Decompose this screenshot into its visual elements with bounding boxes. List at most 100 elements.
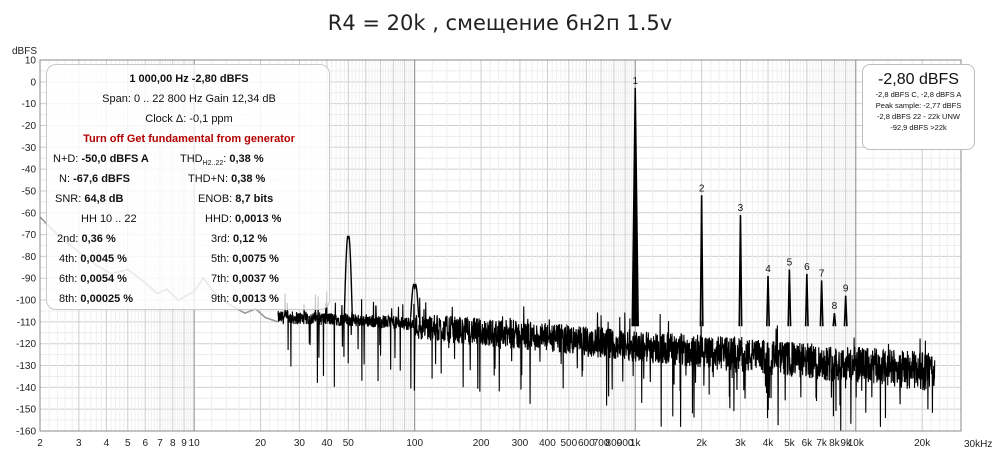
x-tick-label: 900 <box>617 438 634 449</box>
y-tick-label: -150 <box>16 405 36 416</box>
harmonic-label: 9 <box>843 284 849 295</box>
enob-label: ENOB: <box>198 193 233 205</box>
level-above-22k: -92,9 dBFS >22k <box>890 123 947 132</box>
x-tick-label: 500 <box>561 438 578 449</box>
x-tick-label: 20 <box>255 438 267 449</box>
x-tick-label: 300 <box>512 438 529 449</box>
x-tick-label: 400 <box>539 438 556 449</box>
level-weighted: -2,8 dBFS C, -2,8 dBFS A <box>875 90 962 99</box>
x-tick-label: 10 <box>189 438 201 449</box>
harmonic-label: 8 <box>832 301 838 312</box>
harmonic-label: 7 <box>819 268 825 279</box>
y-tick-label: 10 <box>25 56 37 67</box>
x-tick-label: 6 <box>142 438 148 449</box>
h8-label: 8th: <box>59 293 78 305</box>
h4-label: 4th: <box>59 253 78 265</box>
x-tick-label: 800 <box>606 438 623 449</box>
hhd-label: HHD: <box>205 213 232 225</box>
span-gain-readout: Span: 0 .. 22 800 Hz Gain 12,34 dB <box>102 93 276 105</box>
x-tick-label: 1k <box>630 438 642 449</box>
harmonic-peak <box>699 195 704 327</box>
x-tick-label: 2k <box>696 438 708 449</box>
harmonic-peak <box>804 273 809 327</box>
measurement-panel: 1 000,00 Hz -2,80 dBFS Span: 0 .. 22 800… <box>46 64 330 310</box>
thd-label: THD <box>180 153 203 165</box>
y-tick-label: -110 <box>17 317 37 328</box>
x-tick-label: 4 <box>104 438 110 449</box>
thd-range: H2..22 <box>202 160 224 168</box>
level-peak-sample: Peak sample: -2,77 dBFS <box>875 101 962 110</box>
hh-range: HH 10 .. 22 <box>81 213 137 225</box>
h4-value: 0,0045 % <box>80 253 127 265</box>
n-label: N: <box>59 173 70 185</box>
h7-label: 7th: <box>211 273 230 285</box>
h2-value: 0,36 % <box>81 233 116 245</box>
x-tick-label: 2 <box>37 438 43 449</box>
thd-value: 0,38 % <box>229 153 264 165</box>
harmonic-peak <box>766 276 771 327</box>
y-tick-label: -50 <box>22 186 37 197</box>
clock-readout: Clock Δ: -0,1 ppm <box>145 113 233 125</box>
y-tick-label: -120 <box>16 339 36 350</box>
chart-title: R4 = 20k , смещение 6н2п 1.5v <box>328 11 672 35</box>
plot-frame <box>39 59 962 432</box>
warning-text: Turn off Get fundamental from generator <box>83 133 295 145</box>
y-tick-label: -100 <box>16 296 36 307</box>
snr-value: 64,8 dB <box>84 193 124 205</box>
h8-value: 0,00025 % <box>80 293 134 305</box>
hhd-value: 0,0013 % <box>234 213 282 225</box>
h6-label: 6th: <box>59 273 78 285</box>
y-tick-label: -10 <box>22 99 37 110</box>
x-tick-label: 3 <box>76 438 82 449</box>
hum-peak <box>409 283 420 318</box>
y-tick-labels: 10 0 -10 -20 -30 -40 -50 -60 -70 -80 -90 -100 -110 -1… <box>16 56 36 438</box>
x-tick-label: 3k <box>735 438 747 449</box>
h5-label: 5th: <box>211 253 230 265</box>
h3-value: 0,12 % <box>233 233 268 245</box>
y-axis-label: dBFS <box>12 46 37 57</box>
y-tick-label: -60 <box>22 208 37 219</box>
thdn-label: THD+N: <box>188 173 229 185</box>
harmonic-labels: 1 2 3 4 5 67 89 <box>632 76 848 312</box>
harmonic-label: 1 <box>632 76 638 87</box>
thd-colon: : <box>223 153 227 165</box>
hum-peak <box>343 235 354 318</box>
harmonic-peak <box>832 313 837 327</box>
level-main: -2,80 dBFS <box>878 71 959 88</box>
h6-value: 0,0054 % <box>80 273 127 285</box>
x-axis-unit: 30kHz <box>964 439 992 450</box>
y-tick-label: -130 <box>16 361 36 372</box>
y-tick-label: -20 <box>22 121 37 132</box>
harmonic-peaks <box>343 87 848 327</box>
harmonic-peak <box>787 269 792 327</box>
harmonic-peak <box>819 280 824 327</box>
harmonic-label: 3 <box>738 203 744 214</box>
harmonic-label: 5 <box>787 258 793 269</box>
x-tick-label: 600 <box>578 438 595 449</box>
thdn-value: 0,38 % <box>231 173 266 185</box>
x-tick-label: 50 <box>343 438 355 449</box>
x-tick-label: 9k <box>840 438 852 449</box>
y-tick-label: 0 <box>30 77 36 88</box>
harmonic-peak <box>631 87 639 327</box>
snr-label: SNR: <box>55 193 82 205</box>
x-tick-label: 6k <box>802 438 814 449</box>
x-tick-label: 7 <box>157 438 163 449</box>
h9-value: 0,0013 % <box>232 293 279 305</box>
x-tick-label: 700 <box>593 438 610 449</box>
y-tick-label: -30 <box>22 143 37 154</box>
x-tick-label: 100 <box>406 438 423 449</box>
harmonic-label: 4 <box>765 264 771 275</box>
x-tick-label: 8k <box>829 438 841 449</box>
x-tick-labels: 2 3 4 5 6 7 8 9 10 20 30 40 50 100 200 300 400 500 6007008… <box>37 438 931 449</box>
y-tick-label: -90 <box>22 274 37 285</box>
harmonic-peak <box>738 214 743 327</box>
x-tick-label: 7k <box>816 438 828 449</box>
level-unweighted: -2,8 dBFS 22 - 22k UNW <box>877 112 960 121</box>
level-box: -2,80 dBFS -2,8 dBFS C, -2,8 dBFS A Peak… <box>862 64 975 150</box>
nd-value: -50,0 dBFS A <box>81 153 149 165</box>
y-tick-label: -160 <box>16 427 36 438</box>
noise-floor <box>277 291 936 432</box>
nd-label: N+D: <box>53 153 79 165</box>
x-tick-label: 30 <box>294 438 306 449</box>
